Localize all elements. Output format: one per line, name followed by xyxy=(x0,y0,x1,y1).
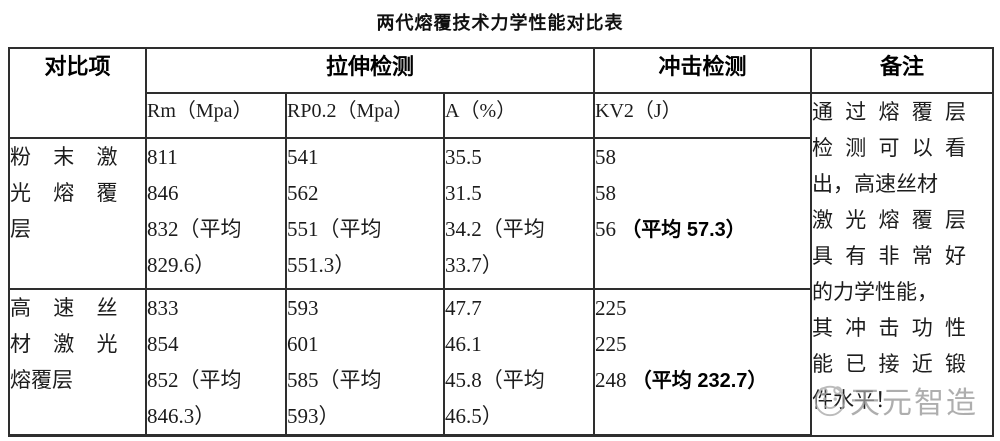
item-name-powder-laser-cladding: 粉 末 激 光 熔 覆 层 xyxy=(8,137,147,290)
item-name-wire-laser-cladding: 高 速 丝 材 激 光 熔覆层 xyxy=(8,288,147,437)
header-remark: 备注 xyxy=(810,47,995,94)
cell-rp02-wire: 593 601 585（平均 593） xyxy=(285,288,445,437)
kv2-values-powder: 58 58 56 xyxy=(595,145,617,241)
table-row-wire-laser-cladding: 高 速 丝 材 激 光 熔覆层 833 854 852（平均 846.3） 59… xyxy=(8,288,993,437)
subheader-rp02: RP0.2（Mpa） xyxy=(285,92,445,139)
cell-a-powder: 35.5 31.5 34.2（平均 33.7） xyxy=(442,137,596,290)
cell-rp02-powder: 541 562 551（平均 551.3） xyxy=(285,137,445,290)
header-compare-item: 对比项 xyxy=(8,47,147,139)
remark-cell: 通 过 熔 覆 层 检 测 可 以 看 出，高速丝材 激 光 熔 覆 层 具 有… xyxy=(810,92,995,437)
kv2-values-wire: 225 225 248 xyxy=(595,296,627,392)
subheader-a: A（%） xyxy=(442,92,596,139)
cell-a-wire: 47.7 46.1 45.8（平均 46.5） xyxy=(442,288,596,437)
table-row-powder-laser-cladding: 粉 末 激 光 熔 覆 层 811 846 832（平均 829.6） 541 … xyxy=(8,137,993,290)
cell-rm-powder: 811 846 832（平均 829.6） xyxy=(145,137,287,290)
header-tensile-test: 拉伸检测 xyxy=(144,47,596,94)
kv2-average-wire: （平均 232.7） xyxy=(631,370,768,392)
subheader-rm: Rm（Mpa） xyxy=(145,92,287,139)
page-title: 两代熔覆技术力学性能对比表 xyxy=(376,13,624,33)
kv2-average-powder: （平均 57.3） xyxy=(621,219,746,241)
subheader-row: Rm（Mpa） RP0.2（Mpa） A（%） KV2（J） 通 过 熔 覆 层… xyxy=(9,92,995,437)
cell-rm-wire: 833 854 852（平均 846.3） xyxy=(145,288,287,437)
cell-kv2-wire: 225 225 248 （平均 232.7） xyxy=(593,288,813,437)
subheader-kv2: KV2（J） xyxy=(593,92,813,139)
header-row: 对比项 拉伸检测 冲击检测 备注 xyxy=(8,47,995,139)
header-impact-test: 冲击检测 xyxy=(593,47,813,94)
comparison-table: 对比项 拉伸检测 冲击检测 备注 Rm（Mpa） RP0.2（Mpa） A（%）… xyxy=(8,47,995,437)
cell-kv2-powder: 58 58 56 （平均 57.3） xyxy=(593,137,813,290)
